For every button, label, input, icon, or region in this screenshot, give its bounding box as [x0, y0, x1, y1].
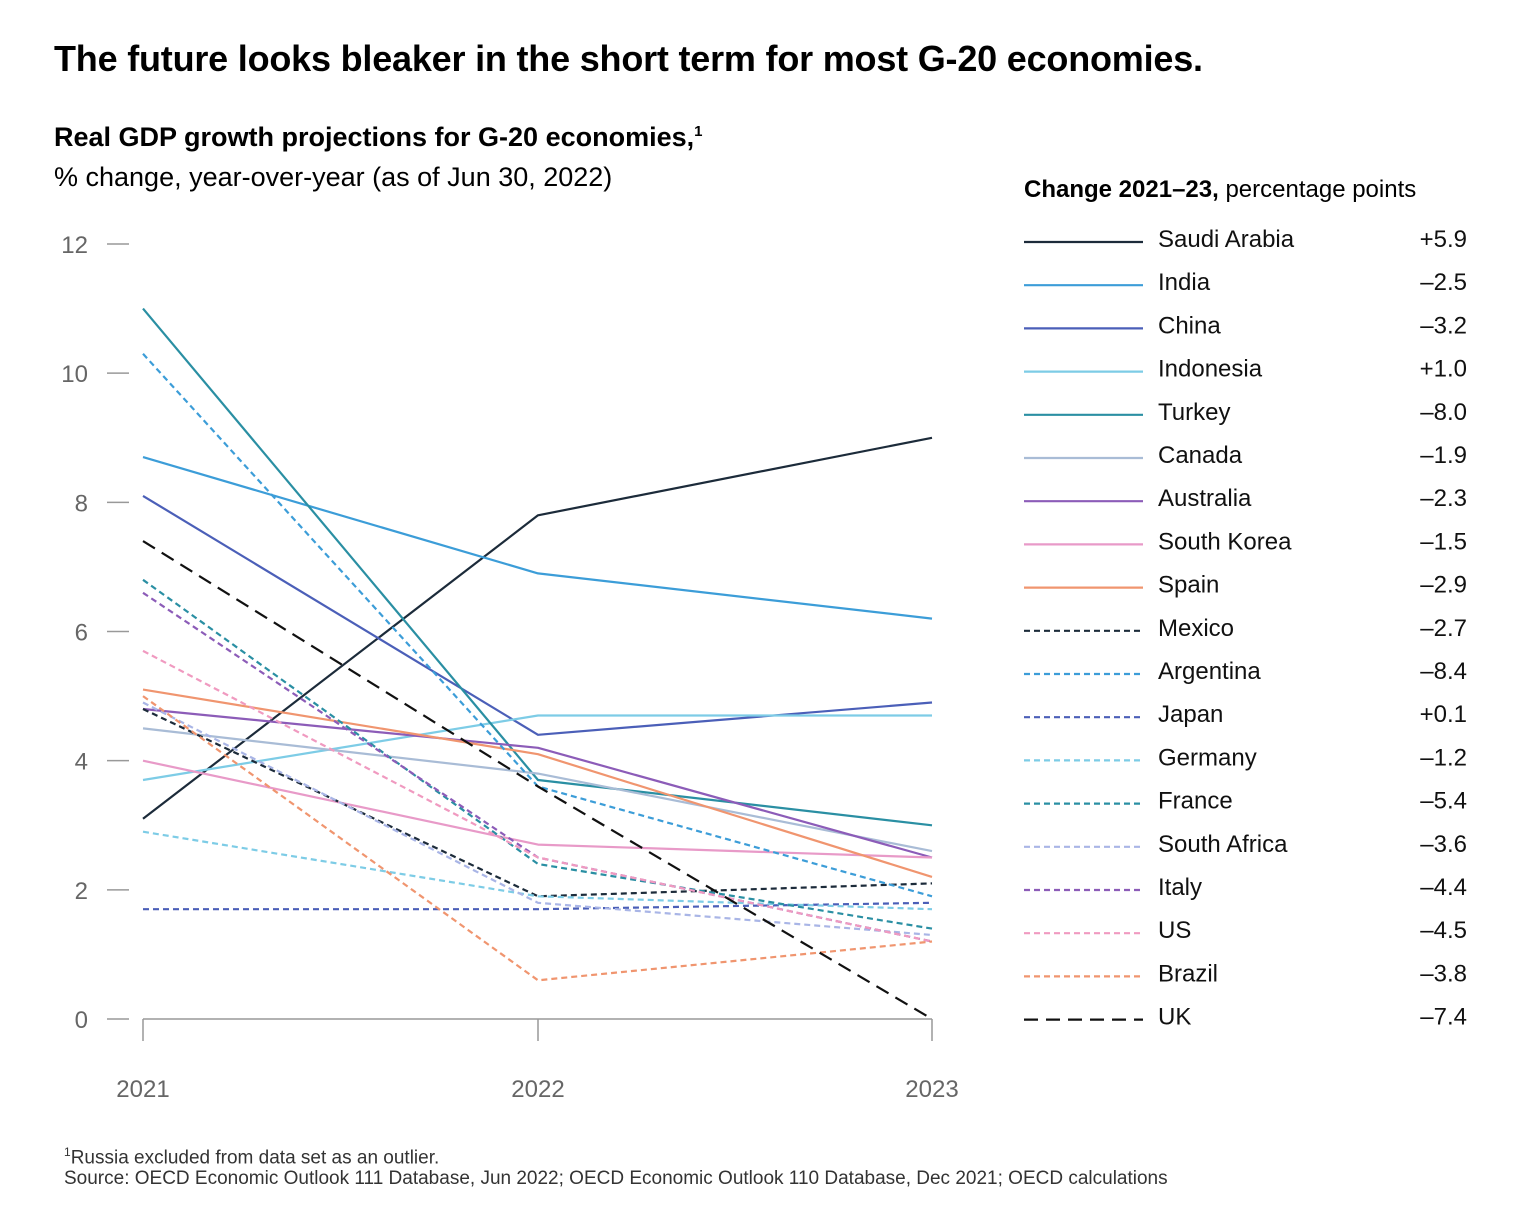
legend-change-saudi-arabia: +5.9: [1420, 226, 1467, 253]
legend-change-japan: +0.1: [1420, 701, 1467, 728]
x-tick-label: 2022: [511, 1076, 564, 1103]
x-axis: 2021 2022 2023: [116, 1018, 959, 1103]
legend-change-argentina: –8.4: [1420, 658, 1467, 685]
x-tick-label: 2021: [116, 1076, 169, 1103]
legend-label-canada: Canada: [1158, 442, 1243, 469]
series-line-japan: [143, 901, 933, 911]
series-line-uk: [142, 540, 933, 1020]
legend-header-bold: Change 2021–23,: [1024, 176, 1219, 203]
legend-change-south-korea: –1.5: [1420, 528, 1467, 555]
legend-label-saudi-arabia: Saudi Arabia: [1158, 226, 1295, 253]
series-line-australia: [142, 707, 933, 859]
series-line-spain: [142, 688, 933, 878]
headline: The future looks bleaker in the short te…: [54, 38, 1203, 79]
legend-label-italy: Italy: [1158, 874, 1202, 901]
chart-subtitle: % change, year-over-year (as of Jun 30, …: [54, 162, 613, 192]
line-chart: 0 2 4 6 8 10 12 2021 2022 2023 Saudi Arabia +5.9 I…: [61, 226, 1467, 1103]
series-line-south-africa: [142, 701, 933, 937]
chart-title-footnote-mark: 1: [694, 123, 703, 140]
y-tick-label: 8: [75, 490, 88, 517]
source-note: Source: OECD Economic Outlook 111 Databa…: [64, 1168, 1168, 1189]
y-tick-label: 10: [61, 361, 88, 388]
y-tick-label: 0: [75, 1007, 88, 1034]
legend-label-spain: Spain: [1158, 572, 1219, 599]
legend-label-china: China: [1158, 312, 1221, 339]
y-axis: 0 2 4 6 8 10 12: [61, 232, 129, 1034]
legend-label-mexico: Mexico: [1158, 615, 1234, 642]
legend-label-south-africa: South Africa: [1158, 831, 1288, 858]
legend-label-indonesia: Indonesia: [1158, 356, 1263, 383]
series-line-mexico: [142, 708, 933, 898]
legend-change-brazil: –3.8: [1420, 960, 1467, 987]
series-line-italy: [142, 591, 933, 943]
series-line-argentina: [142, 353, 933, 898]
legend-change-spain: –2.9: [1420, 572, 1467, 599]
legend-change-indonesia: +1.0: [1420, 356, 1467, 383]
legend: Saudi Arabia +5.9 India –2.5 China –3.2 Indone…: [1024, 226, 1467, 1031]
legend-change-south-africa: –3.6: [1420, 831, 1467, 858]
series-line-indonesia: [142, 714, 932, 782]
series-line-china: [142, 494, 933, 736]
series-lines: [142, 307, 933, 1020]
footnote-text: Russia excluded from data set as an outl…: [70, 1147, 440, 1169]
legend-label-uk: UK: [1158, 1004, 1191, 1031]
legend-label-us: US: [1158, 917, 1191, 944]
footnote: 1Russia excluded from data set as an out…: [64, 1145, 439, 1169]
legend-header: Change 2021–23, percentage points: [1024, 176, 1416, 204]
y-tick-label: 2: [75, 878, 88, 905]
legend-label-brazil: Brazil: [1158, 960, 1218, 987]
y-tick-label: 4: [75, 749, 88, 776]
legend-change-canada: –1.9: [1420, 442, 1467, 469]
legend-change-india: –2.5: [1420, 269, 1467, 296]
series-line-us: [142, 649, 933, 943]
legend-label-france: France: [1158, 788, 1233, 815]
legend-change-turkey: –8.0: [1420, 399, 1467, 426]
legend-change-uk: –7.4: [1420, 1004, 1467, 1031]
chart-title: Real GDP growth projections for G-20 eco…: [54, 122, 702, 153]
legend-label-india: India: [1158, 269, 1211, 296]
series-line-turkey: [142, 307, 933, 827]
series-line-france: [142, 578, 933, 930]
legend-label-japan: Japan: [1158, 701, 1223, 728]
y-tick-label: 12: [61, 232, 88, 259]
legend-change-france: –5.4: [1420, 788, 1467, 815]
legend-label-turkey: Turkey: [1158, 399, 1230, 426]
legend-change-us: –4.5: [1420, 917, 1467, 944]
series-line-india: [142, 456, 933, 620]
legend-change-mexico: –2.7: [1420, 615, 1467, 642]
legend-change-australia: –2.3: [1420, 485, 1467, 512]
series-line-brazil: [142, 695, 933, 982]
series-line-germany: [142, 830, 933, 911]
footnote-mark: 1: [64, 1145, 71, 1159]
x-tick-label: 2023: [905, 1076, 958, 1103]
legend-header-rest: percentage points: [1218, 176, 1417, 203]
legend-change-italy: –4.4: [1420, 874, 1467, 901]
series-line-saudi-arabia: [142, 436, 933, 820]
chart-title-text: Real GDP growth projections for G-20 eco…: [54, 122, 695, 152]
legend-label-south-korea: South Korea: [1158, 528, 1292, 555]
legend-change-china: –3.2: [1420, 312, 1467, 339]
legend-label-argentina: Argentina: [1158, 658, 1261, 685]
legend-label-australia: Australia: [1158, 485, 1252, 512]
series-line-south-korea: [142, 759, 933, 859]
legend-change-germany: –1.2: [1420, 744, 1467, 771]
y-tick-label: 6: [75, 620, 88, 647]
series-line-canada: [142, 727, 933, 853]
legend-label-germany: Germany: [1158, 744, 1257, 771]
